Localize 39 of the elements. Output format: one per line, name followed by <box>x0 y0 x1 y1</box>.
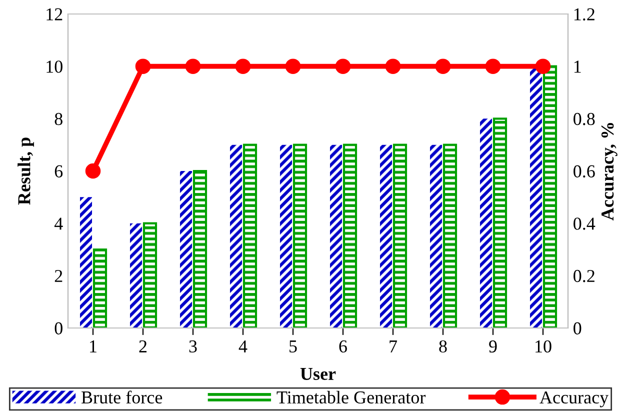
x-axis-title: User <box>300 368 336 380</box>
x-tick-label: 1 <box>90 340 96 352</box>
legend-label: Timetable Generator <box>276 390 426 404</box>
y2-tick-label: 0.2 <box>574 270 594 282</box>
x-tick-label: 6 <box>339 340 347 353</box>
y2-tick-label: 1 <box>574 60 581 73</box>
bar <box>80 197 92 328</box>
bar <box>330 144 342 328</box>
y-tick-label: 8 <box>54 112 62 126</box>
y-tick-label: 2 <box>54 270 62 282</box>
bar <box>480 118 492 328</box>
bar <box>380 144 392 328</box>
y-tick-label: 4 <box>54 218 63 230</box>
x-tick-label: 3 <box>189 340 197 353</box>
y-tick-label: 6 <box>54 165 63 178</box>
y-tick-label: 10 <box>46 60 62 73</box>
bar <box>430 144 442 328</box>
bar <box>230 144 242 328</box>
bar <box>180 171 192 328</box>
x-tick-label: 7 <box>390 340 397 352</box>
bar <box>130 223 142 328</box>
x-tick-label: 8 <box>439 340 447 353</box>
y2-tick-label: 1.2 <box>574 8 594 21</box>
y2-tick-label: 0.8 <box>574 112 595 126</box>
x-tick-label: 4 <box>238 340 248 352</box>
y2-tick-label: 0.4 <box>574 218 596 230</box>
y2-tick-label: 0 <box>574 322 582 334</box>
bar <box>280 144 292 328</box>
x-tick-label: 9 <box>489 340 497 353</box>
y-tick-label: 12 <box>46 8 62 20</box>
y-tick-label: 0 <box>54 322 62 334</box>
legend-label: Brute force <box>82 390 162 404</box>
y-axis-title: Result, p <box>18 138 34 205</box>
x-tick-label: 5 <box>290 340 297 353</box>
y2-axis-title: Accuracy, % <box>601 123 618 220</box>
x-tick-label: 10 <box>536 340 552 353</box>
x-tick-label: 2 <box>139 340 147 352</box>
legend-label: Accuracy <box>540 391 609 408</box>
y2-tick-label: 0.6 <box>574 165 595 178</box>
